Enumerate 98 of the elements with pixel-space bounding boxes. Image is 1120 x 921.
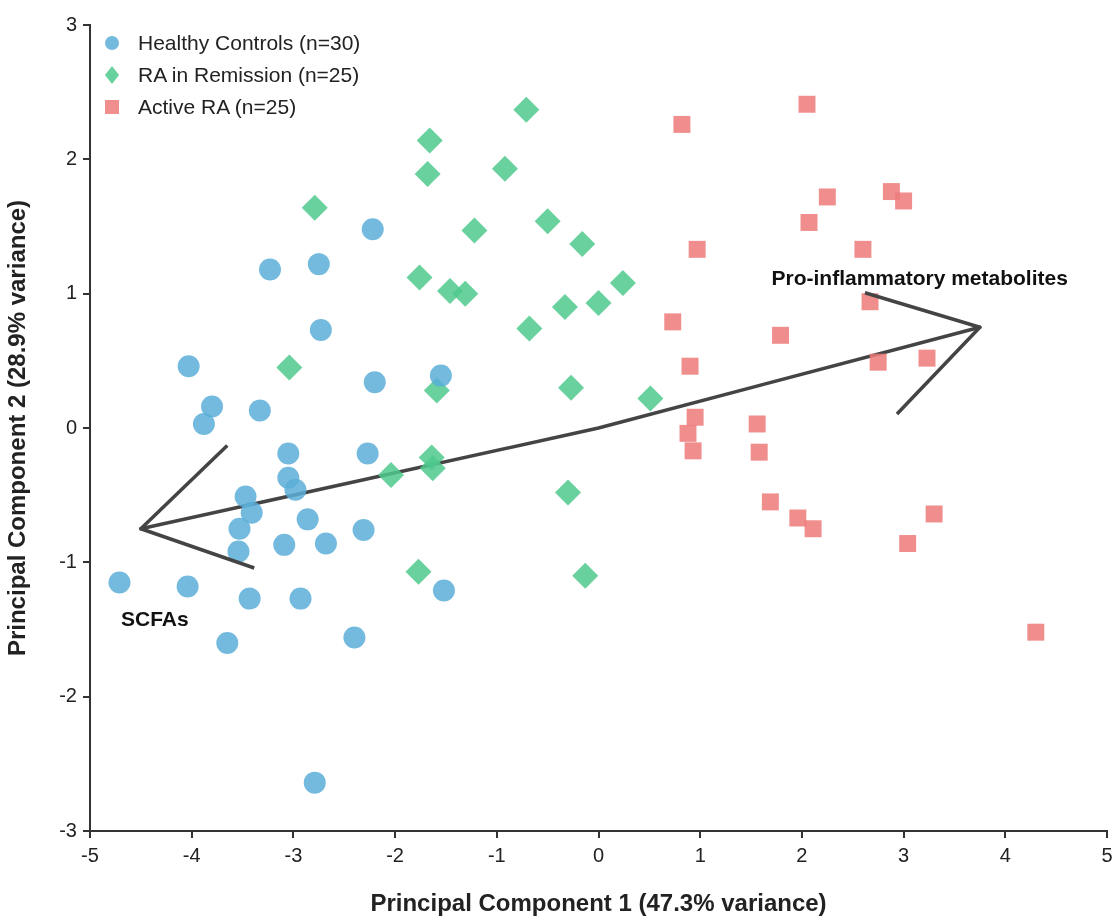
legend-label: Active RA (n=25): [138, 95, 297, 119]
point: [572, 562, 599, 589]
point: [516, 315, 543, 342]
y-axis-title: Principal Component 2 (28.9% variance): [3, 199, 31, 657]
point: [491, 155, 518, 182]
point: [416, 127, 443, 154]
point: [352, 519, 375, 542]
y-tick-label: 0: [65, 415, 77, 438]
y-tick-label: 3: [65, 12, 77, 35]
legend-label: RA in Remission (n=25): [138, 63, 360, 87]
point: [854, 240, 872, 258]
point: [534, 208, 561, 235]
point: [798, 95, 816, 113]
point: [585, 290, 612, 317]
x-tick-label: 4: [999, 843, 1011, 866]
point: [673, 115, 691, 133]
point: [679, 424, 697, 442]
point: [800, 213, 818, 231]
x-tick-label: 1: [694, 843, 706, 866]
point: [277, 442, 300, 465]
point: [176, 575, 199, 598]
point: [248, 399, 271, 422]
point: [684, 442, 702, 460]
point: [750, 443, 768, 461]
point: [554, 479, 581, 506]
x-tick-label: -5: [81, 843, 99, 866]
point: [558, 374, 585, 401]
point: [681, 357, 699, 375]
x-axis-title: Principal Component 1 (47.3% variance): [370, 889, 827, 917]
x-tick-label: 0: [592, 843, 605, 866]
point: [201, 395, 224, 418]
point: [748, 415, 766, 433]
point: [414, 161, 441, 188]
point: [296, 508, 319, 531]
point: [259, 258, 282, 281]
point: [686, 408, 704, 426]
point: [406, 264, 433, 291]
annotation: SCFAs: [121, 606, 189, 630]
x-tick-label: 5: [1101, 843, 1113, 866]
point: [461, 217, 488, 244]
x-tick-label: -3: [284, 843, 303, 866]
point: [761, 493, 779, 511]
point: [772, 326, 790, 344]
y-tick-label: -3: [59, 818, 77, 841]
point: [108, 571, 131, 594]
point: [284, 478, 307, 501]
point: [216, 631, 239, 654]
point: [301, 194, 328, 221]
point: [789, 509, 807, 527]
point: [918, 349, 936, 367]
point: [303, 771, 326, 794]
point: [238, 587, 261, 610]
point: [452, 280, 479, 307]
point: [869, 353, 887, 371]
point: [899, 535, 917, 553]
point: [609, 269, 636, 296]
point: [637, 385, 664, 412]
x-tick-label: 2: [796, 843, 808, 866]
point: [307, 253, 330, 276]
x-tick-label: -4: [182, 843, 201, 866]
point: [240, 501, 263, 524]
point: [361, 218, 384, 241]
point: [314, 532, 337, 555]
point: [895, 192, 913, 210]
point: [419, 455, 446, 482]
point: [378, 462, 405, 489]
y-tick-label: 2: [65, 146, 77, 169]
point: [177, 355, 200, 378]
point: [804, 520, 822, 538]
legend-label: Healthy Controls (n=30): [138, 31, 361, 55]
point: [276, 354, 303, 381]
point: [363, 371, 386, 394]
point: [289, 587, 312, 610]
point: [432, 579, 455, 602]
point: [227, 540, 250, 563]
y-tick-label: -2: [59, 684, 77, 707]
point: [192, 412, 215, 435]
point: [343, 626, 366, 649]
y-tick-label: -1: [59, 549, 77, 572]
annotation: Pro-inflammatory metabolites: [771, 266, 1068, 290]
point: [356, 442, 379, 465]
point: [569, 230, 596, 257]
point: [429, 364, 452, 387]
point: [405, 558, 432, 585]
point: [688, 240, 706, 258]
point: [273, 533, 296, 556]
point: [664, 313, 682, 331]
point: [925, 505, 943, 523]
point: [818, 188, 836, 206]
y-tick-label: 1: [65, 281, 77, 304]
point: [309, 318, 332, 341]
x-tick-label: -2: [386, 843, 404, 866]
x-tick-label: 3: [898, 843, 910, 866]
x-tick-label: -1: [487, 843, 506, 866]
point: [551, 294, 578, 321]
point: [228, 517, 251, 540]
point: [513, 96, 540, 123]
point: [1027, 623, 1045, 641]
